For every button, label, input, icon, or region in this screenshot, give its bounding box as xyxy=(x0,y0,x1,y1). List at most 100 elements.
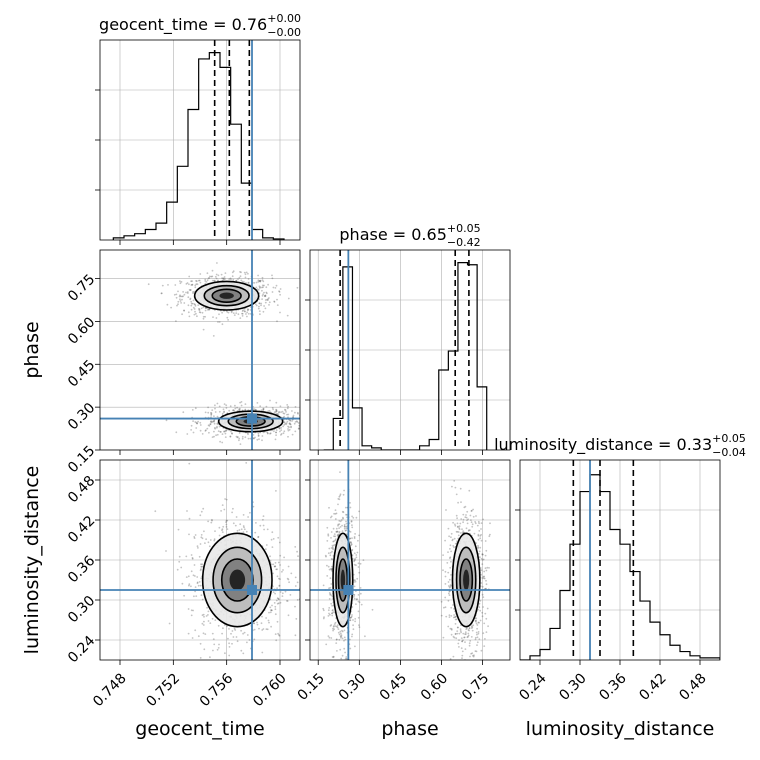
sample-point xyxy=(212,316,214,318)
sample-point xyxy=(232,636,235,638)
sample-point xyxy=(449,627,452,630)
sample-point xyxy=(469,529,471,531)
sample-point xyxy=(345,656,348,658)
sample-point xyxy=(333,512,335,515)
sample-point xyxy=(335,531,338,533)
sample-point xyxy=(244,276,247,279)
sample-point xyxy=(483,622,486,625)
sample-point xyxy=(339,471,341,473)
x-tick-label: 0.75 xyxy=(459,670,492,703)
sample-point xyxy=(338,633,341,636)
sample-point xyxy=(205,615,208,617)
title-plus: +0.05 xyxy=(447,222,481,235)
sample-point xyxy=(247,312,250,315)
sample-point xyxy=(334,513,337,515)
sample-point xyxy=(450,536,452,539)
sample-point xyxy=(208,425,211,427)
sample-point xyxy=(271,274,273,277)
sample-point xyxy=(192,420,195,422)
sample-point xyxy=(253,622,255,625)
sample-point xyxy=(350,520,353,522)
sample-point xyxy=(278,427,281,430)
sample-point xyxy=(223,430,226,433)
sample-point xyxy=(239,679,241,681)
sample-point xyxy=(203,648,206,651)
sample-point xyxy=(264,294,267,297)
sample-point xyxy=(460,631,462,634)
sample-point xyxy=(290,572,293,575)
sample-point xyxy=(268,611,270,614)
sample-point xyxy=(332,611,335,614)
sample-point xyxy=(275,284,278,287)
sample-point xyxy=(262,310,265,313)
sample-point xyxy=(191,283,194,286)
sample-point xyxy=(265,286,268,289)
sample-point xyxy=(185,283,188,285)
sample-point xyxy=(232,278,235,281)
sample-point xyxy=(332,656,335,659)
sample-point xyxy=(242,514,245,516)
sample-point xyxy=(466,627,468,630)
sample-point xyxy=(349,537,351,540)
sample-point xyxy=(226,519,229,522)
sample-point xyxy=(283,421,286,423)
sample-point xyxy=(474,638,477,641)
sample-point xyxy=(229,435,232,438)
sample-point xyxy=(177,300,180,303)
sample-point xyxy=(194,590,197,593)
sample-point xyxy=(468,642,471,645)
sample-point xyxy=(481,563,484,565)
sample-point xyxy=(284,422,287,425)
sample-point xyxy=(198,581,201,583)
sample-point xyxy=(297,427,300,430)
sample-point xyxy=(476,641,479,644)
sample-point xyxy=(207,620,210,622)
sample-point xyxy=(444,606,447,609)
sample-point xyxy=(194,407,197,410)
sample-point xyxy=(326,564,328,567)
sample-point xyxy=(275,490,277,492)
sample-point xyxy=(343,629,346,632)
sample-point xyxy=(178,295,181,298)
sample-point xyxy=(330,547,333,549)
sample-point xyxy=(454,632,457,635)
sample-point xyxy=(283,415,285,418)
sample-point xyxy=(334,539,337,542)
sample-point xyxy=(238,437,241,440)
sample-point xyxy=(261,289,263,292)
sample-point xyxy=(192,609,195,612)
sample-point xyxy=(199,569,202,572)
sample-point xyxy=(332,609,334,611)
sample-point xyxy=(297,412,299,415)
sample-point xyxy=(211,275,214,278)
sample-point xyxy=(257,274,259,277)
sample-point xyxy=(470,652,472,655)
sample-point xyxy=(296,286,299,289)
sample-point xyxy=(483,645,486,647)
sample-point xyxy=(352,628,355,631)
sample-point xyxy=(242,531,245,534)
sample-point xyxy=(457,501,459,504)
sample-point xyxy=(258,287,261,289)
sample-point xyxy=(256,623,259,626)
sample-point xyxy=(337,631,340,634)
sample-point xyxy=(286,420,289,423)
sample-point xyxy=(469,655,471,658)
sample-point xyxy=(284,408,286,411)
sample-point xyxy=(273,565,276,568)
density-level xyxy=(463,569,470,591)
sample-point xyxy=(191,557,194,559)
sample-point xyxy=(357,594,360,596)
sample-point xyxy=(326,526,329,529)
sample-point xyxy=(477,533,480,536)
sample-point xyxy=(212,335,215,337)
sample-point xyxy=(329,613,331,616)
sample-point xyxy=(354,533,356,535)
sample-point xyxy=(232,522,235,525)
sample-point xyxy=(289,594,292,596)
sample-point xyxy=(207,610,210,613)
sample-point xyxy=(341,510,344,513)
sample-point xyxy=(179,294,181,297)
sample-point xyxy=(338,638,341,641)
sample-point xyxy=(255,522,257,524)
